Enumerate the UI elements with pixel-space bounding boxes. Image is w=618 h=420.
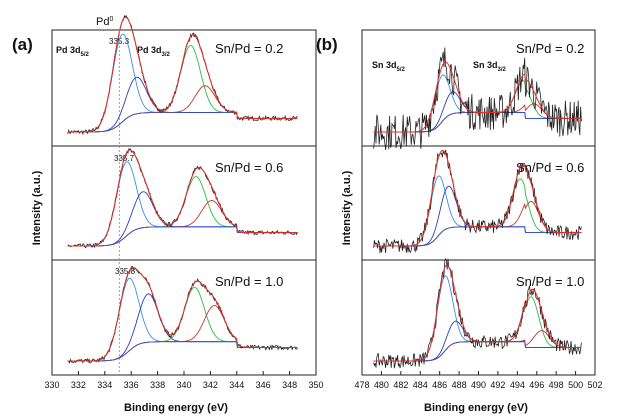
panel-a-subplot-1-component-2 [67,76,298,133]
panel-a-subplot-3-component-3 [67,286,298,362]
panel-b-x-tick-label: 494 [510,380,525,390]
panel-b-x-ticks: 478 480 482 484 486 488 490 492 494 496 498 500 502 [354,371,603,390]
panel-a-subplot-3-label: Sn/Pd = 1.0 [215,274,283,289]
panel-a-plot-area [67,14,298,375]
panel-a-x-ticks: 330 332 334 336 338 340 342 344 346 348 350 [44,371,324,390]
panel-a-x-axis-label: Binding energy (eV) [124,402,228,414]
panel-b-subplot-2-component-3 [373,178,582,247]
panel-b-peak-label-2: Sn 3d3/2 [473,60,507,73]
panel-b-x-tick-label: 492 [490,380,505,390]
panel-a-x-tick-label: 342 [203,380,218,390]
panel-a-x-tick-label: 332 [71,380,86,390]
panel-a-subplot-3-peak-value: 335.8 [115,267,136,276]
panel-b-subplot-2-envelope-fit [373,149,582,247]
panel-a-subplot-2-background [67,226,298,247]
panel-a-subplot-3-component-1 [67,277,298,362]
panel-b-x-tick-label: 500 [568,380,583,390]
panel-b-subplot-3-raw-data [373,257,582,369]
panel-a-subplot-1-component-4 [67,85,298,133]
panel-b-subplot-1-label: Sn/Pd = 0.2 [516,41,584,56]
panel-a-ref-line-label: Pd0 [96,16,113,28]
panel-b-x-axis-label: Binding energy (eV) [424,402,528,414]
panel-b-x-tick-label: 490 [471,380,486,390]
panel-b-label: (b) [316,35,338,54]
panel-a-subplot-3-envelope-fit [67,267,298,362]
panel-a-subplot-2-component-2 [67,191,298,247]
panel-a-x-tick-label: 348 [282,380,297,390]
panel-b-subplot-3-envelope-fit [373,264,582,362]
panel-b: (b) Intensity (a.u.) Binding energy (eV)… [316,29,603,414]
panel-b-x-tick-label: 478 [354,380,369,390]
panel-a-x-tick-label: 336 [124,380,139,390]
panel-a: (a) Intensity (a.u.) Binding energy (eV)… [12,14,324,414]
panel-b-subplot-2-component-1 [373,175,582,247]
panel-a-x-tick-label: 330 [44,380,59,390]
panel-a-label: (a) [12,35,33,54]
panel-a-subplot-1-label: Sn/Pd = 0.2 [215,41,283,56]
panel-b-x-tick-label: 488 [452,380,467,390]
panel-b-subplot-2-component-2 [373,185,582,247]
panel-a-x-tick-label: 334 [97,380,112,390]
panel-b-subplot-2-raw-data [373,149,582,254]
panel-a-subplot-3-background [67,341,298,362]
panel-a-x-tick-label: 346 [256,380,271,390]
panel-b-subplot-3-label: Sn/Pd = 1.0 [516,274,584,289]
panel-a-x-tick-label: 344 [229,380,244,390]
panel-a-subplot-1-raw-data [67,14,298,136]
panel-a-subplot-2-label: Sn/Pd = 0.6 [215,160,283,175]
panel-b-subplot-1-raw-data [373,47,582,151]
panel-b-plot-area [373,47,582,369]
panel-a-x-tick-label: 350 [308,380,323,390]
panel-b-subplot-2-background [373,226,582,247]
panel-a-subplot-3-component-2 [67,293,298,362]
panel-b-x-tick-label: 502 [587,380,602,390]
panel-b-x-tick-label: 486 [432,380,447,390]
panel-a-subplot-1-background [67,112,298,133]
panel-a-y-axis-label: Intensity (a.u.) [31,170,43,245]
panel-a-subplot-2-component-3 [67,176,298,247]
panel-a-subplot-2-envelope-fit [67,149,298,247]
panel-a-x-tick-label: 338 [150,380,165,390]
panel-a-subplot-1-envelope-fit [67,16,298,133]
panel-b-subplot-2-label: Sn/Pd = 0.6 [516,160,584,175]
panel-b-x-tick-label: 496 [529,380,544,390]
panel-b-x-tick-label: 484 [413,380,428,390]
panel-b-x-tick-label: 480 [374,380,389,390]
panel-b-y-axis-label: Intensity (a.u.) [341,170,353,245]
panel-b-x-tick-label: 482 [393,380,408,390]
panel-a-peak-label-1: Pd 3d5/2 [56,45,90,58]
panel-b-peak-label-1: Sn 3d5/2 [372,60,406,73]
panel-b-x-tick-label: 498 [549,380,564,390]
panel-b-subplot-3-component-3 [373,296,582,362]
panel-b-subplot-1-envelope-fit [373,61,582,133]
panel-a-peak-label-2: Pd 3d3/2 [137,45,171,58]
panel-a-x-tick-label: 340 [176,380,191,390]
